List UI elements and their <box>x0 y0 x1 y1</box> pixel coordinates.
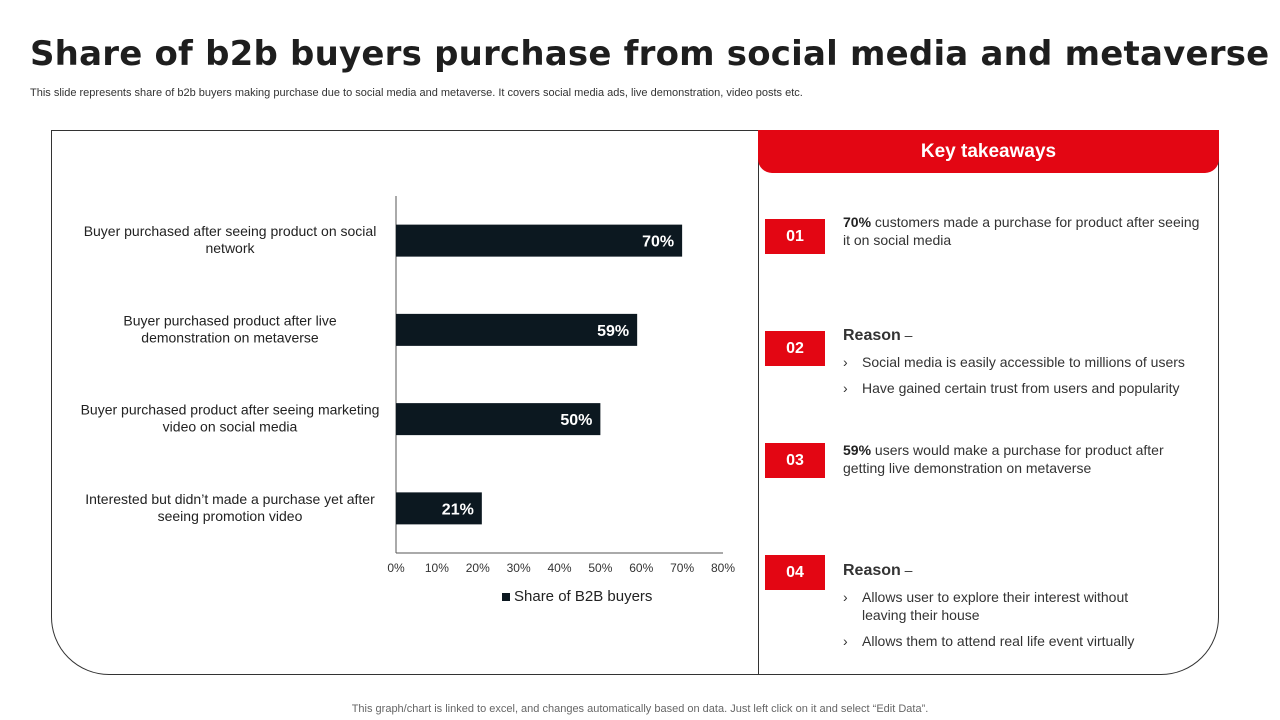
x-tick-label: 10% <box>425 561 449 575</box>
reason-bullet-text: Allows them to attend real life event vi… <box>862 633 1135 649</box>
reason-bullet-text: Allows user to explore their interest wi… <box>862 589 1129 623</box>
category-label-line: Buyer purchased after seeing product on … <box>84 223 377 239</box>
category-label-line: seeing promotion video <box>158 508 303 524</box>
takeaway-number-badge: 03 <box>765 443 825 478</box>
x-tick-label: 80% <box>711 561 735 575</box>
takeaway-highlight: 59% <box>843 442 872 458</box>
chevron-right-icon: › <box>843 380 848 396</box>
reason-bullet: › Allows them to attend real life event v… <box>843 632 1213 650</box>
reason-bullet-text: Have gained certain trust from users and… <box>862 380 1180 396</box>
takeaway-number-badge: 02 <box>765 331 825 366</box>
takeaway-number-badge: 01 <box>765 219 825 254</box>
takeaway-highlight: 70% <box>843 214 872 230</box>
x-tick-label: 0% <box>387 561 405 575</box>
category-label-line: demonstration on metaverse <box>141 329 319 345</box>
page-title: Share of b2b buyers purchase from social… <box>30 34 1270 74</box>
legend-swatch <box>502 593 510 601</box>
panel-divider <box>758 130 759 675</box>
reason-dash: – <box>900 327 913 343</box>
reason-label: Reason <box>843 327 901 344</box>
bar <box>396 224 683 257</box>
chevron-right-icon: › <box>843 354 848 370</box>
x-tick-label: 40% <box>547 561 571 575</box>
takeaway-text: 70% customers made a purchase for produc… <box>843 213 1203 249</box>
page-subtitle: This slide represents share of b2b buyer… <box>30 87 803 99</box>
reason-dash: – <box>900 562 913 578</box>
category-label-line: Buyer purchased product after seeing mar… <box>81 402 380 418</box>
x-tick-label: 50% <box>588 561 612 575</box>
category-label-line: video on social media <box>163 419 298 435</box>
category-label-line: Buyer purchased product after live <box>123 312 336 328</box>
category-label-line: network <box>205 240 255 256</box>
category-label: Buyer purchased after seeing product on … <box>84 223 377 256</box>
takeaway-body: users would make a purchase for product … <box>843 442 1164 476</box>
takeaway-number-badge: 04 <box>765 555 825 590</box>
category-label-line: Interested but didn’t made a purchase ye… <box>85 491 375 507</box>
bar-data-label: 59% <box>597 323 629 340</box>
reason-heading: Reason – <box>843 327 912 345</box>
x-tick-label: 60% <box>629 561 653 575</box>
bar-data-label: 21% <box>442 501 474 518</box>
bar <box>396 492 482 525</box>
reason-bullet: › Social media is easily accessible to mi… <box>843 353 1213 371</box>
category-label: Buyer purchased product after live demons… <box>123 312 336 345</box>
bar-data-label: 50% <box>560 412 592 429</box>
chevron-right-icon: › <box>843 589 848 605</box>
bar-data-label: 70% <box>642 234 674 251</box>
key-takeaways-header: Key takeaways <box>758 130 1219 173</box>
x-tick-label: 20% <box>466 561 490 575</box>
bar <box>396 313 638 346</box>
reason-bullet: › Allows user to explore their interest w… <box>843 588 1163 624</box>
takeaway-text: 59% users would make a purchase for prod… <box>843 441 1203 477</box>
legend-label: Share of B2B buyers <box>514 588 652 605</box>
reason-bullet: › Have gained certain trust from users an… <box>843 379 1213 397</box>
x-tick-label: 70% <box>670 561 694 575</box>
bar-chart: 70% Buyer purchased after seeing product … <box>81 196 735 605</box>
x-tick-label: 30% <box>507 561 531 575</box>
reason-label: Reason <box>843 562 901 579</box>
category-label: Interested but didn’t made a purchase ye… <box>85 491 375 524</box>
content-frame <box>51 130 1219 675</box>
footer-note: This graph/chart is linked to excel, and… <box>351 703 929 715</box>
category-label: Buyer purchased product after seeing mar… <box>81 402 380 435</box>
reason-heading: Reason – <box>843 562 912 580</box>
chevron-right-icon: › <box>843 633 848 649</box>
reason-bullet-text: Social media is easily accessible to mil… <box>862 354 1185 370</box>
takeaway-body: customers made a purchase for product af… <box>843 214 1200 248</box>
bar <box>396 403 601 436</box>
